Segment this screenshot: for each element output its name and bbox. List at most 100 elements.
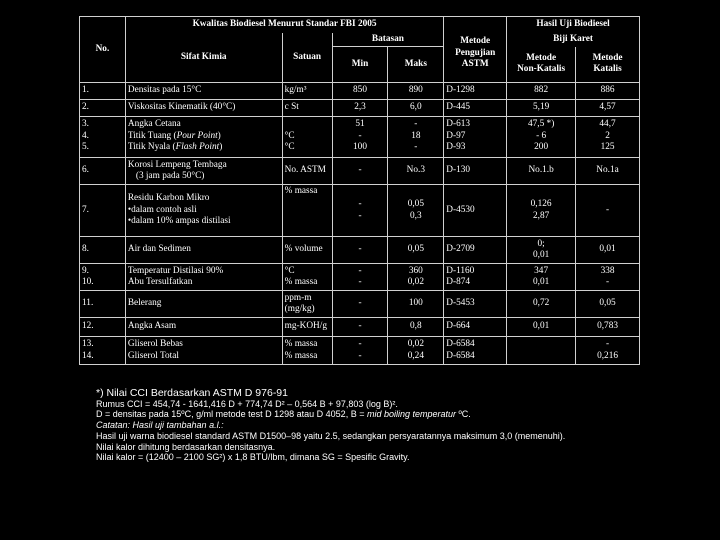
cell-nonkat-9: 347 [534, 265, 549, 276]
cell-min: - - [331, 336, 389, 365]
cell-min-b: - [358, 210, 362, 221]
pour-point-close: ) [217, 130, 221, 141]
cell-nonkat: 347 0,01 [506, 263, 577, 291]
cell-sifat-line2: (3 jam pada 50°C) [135, 171, 205, 181]
cell-satuan-14: % massa [284, 350, 318, 361]
cell-metode: D-664 [443, 317, 508, 337]
cell-nonkat [506, 336, 577, 365]
cell-satuan: No. ASTM [281, 157, 333, 185]
cell-maks-14: 0,24 [407, 350, 424, 361]
cell-no-13: 13. [82, 339, 94, 349]
table-row: 12. Angka Asam mg-KOH/g - 0,8 D-664 0,01… [79, 317, 640, 337]
cell-min-10: - [358, 277, 362, 287]
cell-maks: 100 [387, 290, 445, 318]
cell-satuan: ppm-m (mg/kg) [281, 290, 333, 318]
note-cci-title: *) Nilai CCI Berdasarkan ASTM D 976-91 [96, 387, 288, 399]
table-row: 13. 14. Gliserol Bebas Gliserol Total % … [79, 336, 640, 365]
table-row: 11. Belerang ppm-m (mg/kg) - 100 D-5453 … [79, 290, 640, 318]
cell-sifat: Korosi Lempeng Tembaga (3 jam pada 50°C) [124, 157, 283, 185]
header-kat-line1: Metode [592, 52, 623, 63]
header-metode: Metode Pengujian ASTM [443, 16, 508, 83]
cell-sifat: Temperatur Distilasi 90% Abu Tersulfatka… [124, 263, 283, 291]
header-hasil-line2: Biji Karet [506, 32, 640, 47]
note-catatan: Catatan: Hasil uji tambahan a.l.: [96, 420, 565, 431]
cell-min: - [331, 290, 389, 318]
header-kat-line2: Katalis [593, 64, 622, 75]
cell-maks-b: 0,3 [410, 210, 422, 221]
cell-nonkat: 5,19 [506, 99, 577, 117]
header-hasil-uji: Hasil Uji Biodiesel [506, 16, 640, 33]
cell-no: 8. [79, 236, 126, 264]
cell-sifat-4: Titik Tuang (Pour Point) [128, 131, 280, 143]
cell-min: - - [331, 263, 389, 291]
cell-nonkat: 0,01 [506, 317, 577, 337]
note-calorific: Nilai kalor dihitung berdasarkan densita… [96, 441, 276, 452]
cell-satuan-9: °C [284, 265, 295, 276]
cell-kat: 886 [575, 82, 640, 100]
cell-satuan-13: % massa [284, 339, 318, 349]
cell-kat-5: 125 [600, 142, 615, 152]
cell-no: 11. [79, 290, 126, 318]
note-mid-boiling: mid boiling temperatur [366, 409, 456, 420]
cell-no: 12. [79, 317, 126, 337]
cell-nonkat: 47,5 *) - 6 200 [506, 116, 577, 158]
note-cci-formula: Rumus CCI = 454,74 - 1641,416 D + 774,74… [96, 398, 398, 409]
cell-maks-4: 18 [411, 130, 421, 141]
cell-kat: 0,01 [575, 236, 640, 264]
cell-sifat: Angka Asam [124, 317, 283, 337]
cell-no: 2. [79, 99, 126, 117]
cell-maks: - 18 - [387, 116, 445, 158]
cell-kat-10: - [605, 277, 610, 287]
note-density-definition: D = densitas pada 15ºC, g/ml metode test… [96, 409, 565, 420]
cell-metode: D-4530 [443, 184, 508, 237]
cell-sifat-9: Temperatur Distilasi 90% [127, 265, 224, 276]
cell-maks-5: - [414, 142, 418, 152]
cell-no: 13. 14. [79, 336, 126, 365]
cell-metode-13: D-6584 [446, 339, 475, 349]
cell-nonkat-a: 0; [537, 238, 545, 249]
note-density-text: D = densitas pada 15ºC, g/ml metode test… [96, 409, 367, 420]
cell-no: 1. [79, 82, 126, 100]
note-color-test: Hasil uji warna biodiesel standard ASTM … [96, 430, 566, 441]
cell-min: - [331, 157, 389, 185]
header-no: No. [79, 16, 126, 83]
cell-kat: No.1a [575, 157, 640, 185]
cell-min: - [331, 236, 389, 264]
cell-metode-5: D-93 [446, 142, 466, 152]
cell-maks-9: 360 [408, 265, 423, 276]
note-calorific-formula: Nilai kalor = (12400 – 2100 SG²) x 1,8 B… [96, 452, 410, 463]
cell-nonkat: 0,72 [506, 290, 577, 318]
cell-sifat-line1: Residu Karbon Mikro [127, 193, 210, 204]
header-quality-title: Kwalitas Biodiesel Menurut Standar FBI 2… [124, 16, 445, 33]
cell-no: 6. [79, 157, 126, 185]
cell-min: 51 - 100 [331, 116, 389, 158]
cell-nonkat-b: 2,87 [532, 210, 550, 221]
table-row: 2. Viskositas Kinematik (40°C) c St 2,3 … [79, 99, 640, 117]
cell-sifat-3: Angka Cetana [127, 119, 181, 129]
cell-metode: D-1298 [443, 82, 508, 100]
cell-no: 3. 4. 5. [79, 116, 126, 158]
cell-sifat-10: Abu Tersulfatkan [127, 277, 193, 287]
cell-min-9: - [358, 265, 362, 276]
cell-satuan: kg/m³ [281, 82, 333, 100]
cell-maks: 0,05 0,3 [387, 184, 445, 237]
note-catatan-text: Catatan: Hasil uji tambahan a.l.: [96, 420, 224, 431]
header-nonkat-line1: Metode [526, 52, 557, 63]
flash-point-italic: Flash Point [175, 142, 220, 152]
notes-block: *) Nilai CCI Berdasarkan ASTM D 976-91 R… [96, 388, 565, 463]
cell-no-10: 10. [82, 277, 94, 287]
cell-satuan-5: °C [284, 142, 295, 152]
cell-satuan: % massa [281, 184, 333, 237]
cell-maks: 0,05 [387, 236, 445, 264]
cell-min-a: - [358, 199, 362, 209]
cell-nonkat: No.1.b [506, 157, 577, 185]
pour-point-label: Titik Tuang ( [127, 130, 177, 141]
header-metode-line2: Pengujian [455, 47, 496, 58]
cell-satuan: °C °C [281, 116, 333, 158]
cell-sifat: Air dan Sedimen [124, 236, 283, 264]
cell-metode: D-445 [443, 99, 508, 117]
cell-sifat: Viskositas Kinematik (40°C) [124, 99, 283, 117]
cell-satuan: % volume [281, 236, 333, 264]
cell-min: - [331, 317, 389, 337]
header-katalis: Metode Katalis [575, 46, 640, 83]
